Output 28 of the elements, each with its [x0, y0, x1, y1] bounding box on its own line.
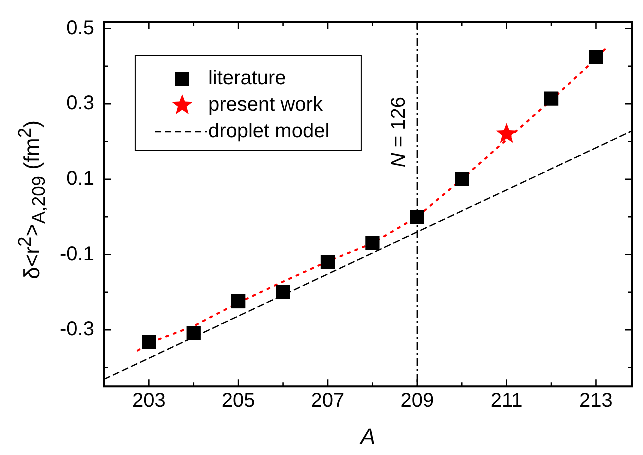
x-tick-label: 203: [132, 390, 166, 412]
x-tick-label: 205: [222, 390, 256, 412]
point: [544, 92, 559, 106]
legend-label: literature: [208, 68, 286, 90]
y-tick-label: 0.1: [66, 168, 94, 190]
legend-label: present work: [208, 94, 324, 116]
point: [142, 335, 156, 350]
point: [366, 236, 380, 250]
point: [410, 210, 424, 224]
x-tick-label: 211: [490, 390, 523, 412]
x-axis-title: A: [358, 424, 376, 449]
x-tick-label: 207: [311, 390, 345, 412]
point: [589, 50, 604, 64]
x-tick-label: 209: [400, 390, 434, 412]
point: [455, 172, 470, 187]
point: [186, 326, 201, 340]
line-series: [136, 46, 608, 352]
point: [276, 285, 290, 300]
point: [496, 123, 518, 144]
legend-label: droplet model: [208, 120, 330, 143]
y-tick-label: -0.1: [60, 243, 94, 266]
x-tick-label: 213: [580, 390, 613, 412]
annotation: N = 126: [388, 97, 410, 168]
point: [320, 255, 336, 270]
y-tick-label: 0.5: [66, 17, 94, 40]
y-tick-label: 0.3: [66, 92, 94, 115]
y-tick-label: -0.3: [60, 318, 94, 341]
point: [232, 294, 246, 309]
